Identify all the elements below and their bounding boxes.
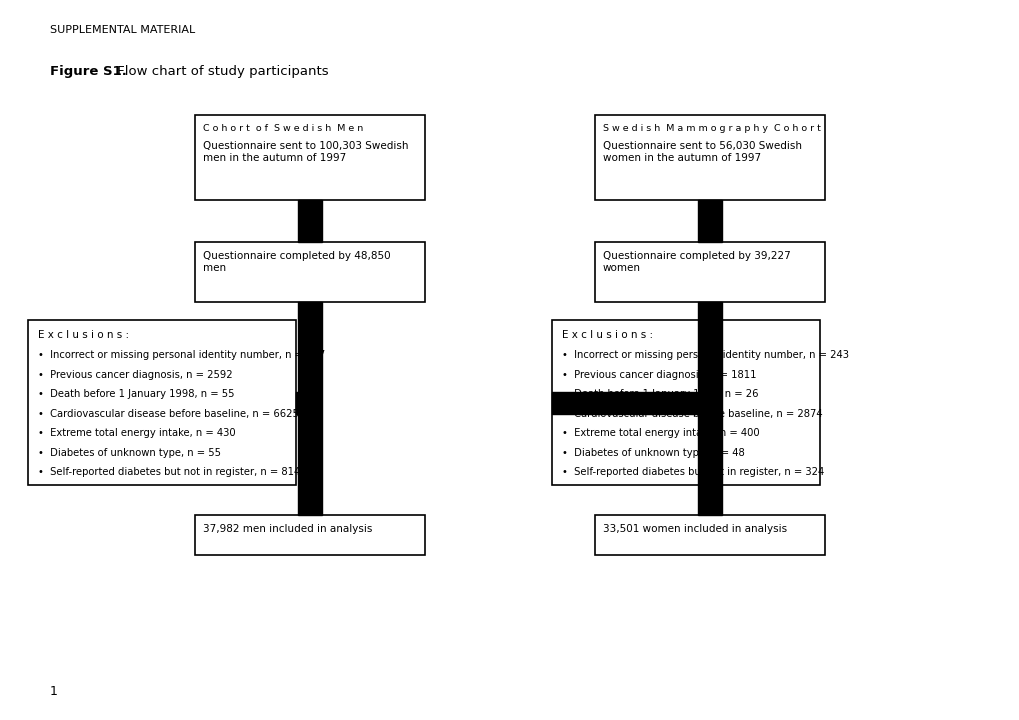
Text: S w e d i s h  M a m m o g r a p h y  C o h o r t: S w e d i s h M a m m o g r a p h y C o … (602, 124, 820, 133)
Text: •  Death before 1 January 1998, n = 55: • Death before 1 January 1998, n = 55 (38, 389, 234, 399)
Text: 37,982 men included in analysis: 37,982 men included in analysis (203, 524, 372, 534)
Text: E x c l u s i o n s :: E x c l u s i o n s : (38, 330, 129, 340)
Text: Flow chart of study participants: Flow chart of study participants (113, 65, 328, 78)
Bar (594, 242, 824, 302)
Text: Questionnaire sent to 100,303 Swedish
men in the autumn of 1997: Questionnaire sent to 100,303 Swedish me… (203, 141, 408, 163)
Text: •  Previous cancer diagnosis, n = 2592: • Previous cancer diagnosis, n = 2592 (38, 369, 232, 379)
Text: •  Previous cancer diagnosis, n = 1811: • Previous cancer diagnosis, n = 1811 (561, 369, 756, 379)
Text: Questionnaire completed by 39,227
women: Questionnaire completed by 39,227 women (602, 251, 790, 273)
Text: E x c l u s i o n s :: E x c l u s i o n s : (561, 330, 652, 340)
Text: •  Diabetes of unknown type, n = 48: • Diabetes of unknown type, n = 48 (561, 448, 744, 457)
Bar (195, 242, 425, 302)
Text: 33,501 women included in analysis: 33,501 women included in analysis (602, 524, 787, 534)
Text: •  Incorrect or missing personal identity number, n = 297: • Incorrect or missing personal identity… (38, 350, 325, 360)
Text: •  Diabetes of unknown type, n = 55: • Diabetes of unknown type, n = 55 (38, 448, 221, 457)
Bar (551, 320, 819, 485)
Bar (28, 320, 296, 485)
Bar (594, 515, 824, 555)
Text: Questionnaire sent to 56,030 Swedish
women in the autumn of 1997: Questionnaire sent to 56,030 Swedish wom… (602, 141, 801, 163)
Text: SUPPLEMENTAL MATERIAL: SUPPLEMENTAL MATERIAL (50, 25, 195, 35)
Text: •  Self-reported diabetes but not in register, n = 324: • Self-reported diabetes but not in regi… (561, 467, 823, 477)
Text: •  Self-reported diabetes but not in register, n = 814: • Self-reported diabetes but not in regi… (38, 467, 300, 477)
Text: Figure S1.: Figure S1. (50, 65, 126, 78)
Text: 1: 1 (50, 685, 58, 698)
Bar (296, 392, 310, 413)
Text: •  Cardiovascular disease before baseline, n = 2874: • Cardiovascular disease before baseline… (561, 408, 821, 418)
Text: Questionnaire completed by 48,850
men: Questionnaire completed by 48,850 men (203, 251, 390, 273)
Bar (551, 392, 709, 413)
Text: •  Incorrect or missing personal identity number, n = 243: • Incorrect or missing personal identity… (561, 350, 848, 360)
Bar (298, 302, 322, 515)
Bar (195, 115, 425, 200)
Text: •  Cardiovascular disease before baseline, n = 6625: • Cardiovascular disease before baseline… (38, 408, 299, 418)
Bar (697, 302, 721, 515)
Bar (298, 200, 322, 242)
Bar (697, 200, 721, 242)
Text: C o h o r t  o f  S w e d i s h  M e n: C o h o r t o f S w e d i s h M e n (203, 124, 363, 133)
Bar (594, 115, 824, 200)
Text: •  Death before 1 January 1998, n = 26: • Death before 1 January 1998, n = 26 (561, 389, 758, 399)
Text: •  Extreme total energy intake, n = 400: • Extreme total energy intake, n = 400 (561, 428, 759, 438)
Bar (195, 515, 425, 555)
Text: •  Extreme total energy intake, n = 430: • Extreme total energy intake, n = 430 (38, 428, 235, 438)
